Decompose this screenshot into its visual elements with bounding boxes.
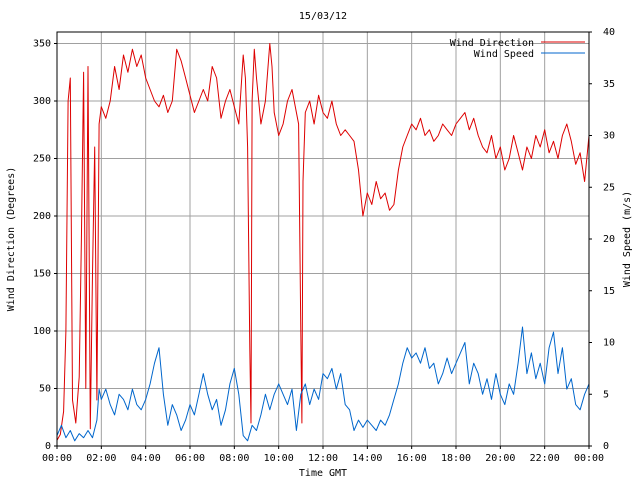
right-axis-label: Wind Speed (m/s): [622, 191, 633, 287]
x-tick-label: 10:00: [264, 453, 294, 464]
x-tick-label: 08:00: [219, 453, 249, 464]
x-tick-label: 02:00: [86, 453, 116, 464]
x-tick-label: 20:00: [485, 453, 515, 464]
axis-ticks: 00:00 02:00 04:00 06:00 08:00 10:00 12:00 14:00…: [33, 27, 615, 464]
y-right-tick-label: 20: [603, 234, 615, 245]
y-left-tick-label: 300: [33, 96, 51, 107]
y-right-tick-label: 40: [603, 27, 615, 38]
left-axis-label: Wind Direction (Degrees): [6, 167, 17, 312]
legend-label-speed: Wind Speed: [474, 49, 534, 60]
legend-label-direction: Wind Direction: [450, 38, 534, 49]
y-left-tick-label: 250: [33, 154, 51, 165]
x-tick-label: 00:00: [42, 453, 72, 464]
x-tick-label: 14:00: [352, 453, 382, 464]
chart-title: 15/03/12: [299, 11, 347, 22]
plot-series: [56, 43, 590, 442]
wind-speed-line: [56, 326, 590, 442]
y-right-tick-label: 10: [603, 338, 615, 349]
x-tick-label: 18:00: [441, 453, 471, 464]
y-right-tick-label: 30: [603, 131, 615, 142]
y-left-tick-label: 50: [39, 384, 51, 395]
y-left-tick-label: 100: [33, 326, 51, 337]
x-tick-label: 00:00: [574, 453, 604, 464]
x-tick-label: 06:00: [175, 453, 205, 464]
x-tick-label: 22:00: [530, 453, 560, 464]
y-right-tick-label: 5: [603, 389, 609, 400]
y-left-tick-label: 0: [45, 441, 51, 452]
x-tick-label: 16:00: [397, 453, 427, 464]
x-tick-label: 12:00: [308, 453, 338, 464]
y-left-tick-label: 200: [33, 211, 51, 222]
x-axis-label: Time GMT: [299, 468, 347, 479]
y-left-tick-label: 350: [33, 39, 51, 50]
y-right-tick-label: 15: [603, 286, 615, 297]
wind-direction-line: [56, 43, 590, 441]
y-right-tick-label: 0: [603, 441, 609, 452]
x-tick-label: 04:00: [131, 453, 161, 464]
y-left-tick-label: 150: [33, 269, 51, 280]
legend: Wind Direction Wind Speed: [450, 38, 585, 60]
grid-lines: [57, 32, 589, 446]
y-right-tick-label: 25: [603, 182, 615, 193]
y-right-tick-label: 35: [603, 79, 615, 90]
